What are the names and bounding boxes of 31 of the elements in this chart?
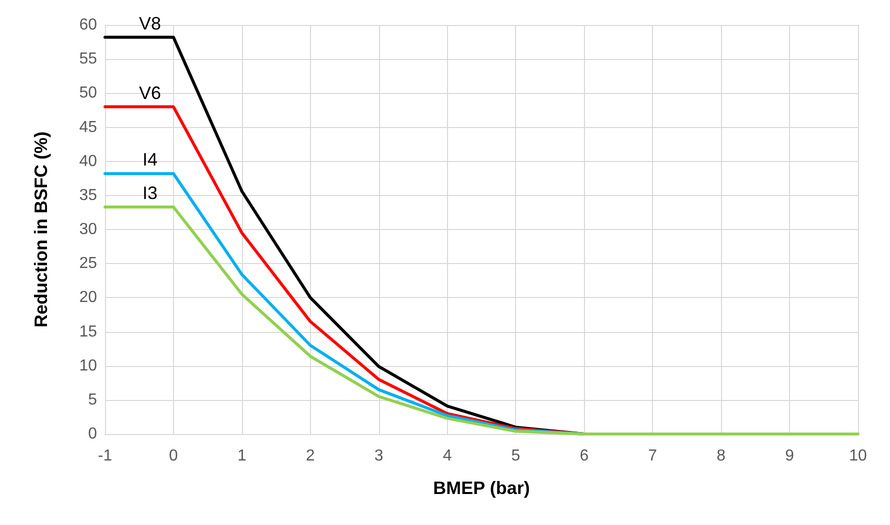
y-tick-label: 20 [79, 289, 98, 306]
x-tick-label: 5 [511, 448, 520, 464]
x-tick-label: 10 [849, 448, 867, 464]
y-tick-label: 25 [79, 255, 98, 272]
x-axis-title: BMEP (bar) [433, 478, 530, 498]
x-tick-label: 1 [237, 448, 246, 464]
x-tick-label: 4 [442, 448, 452, 464]
y-tick-label: 15 [79, 323, 98, 340]
y-tick-label: 40 [79, 152, 98, 170]
y-tick-label: 5 [88, 391, 98, 408]
x-tick-label: -1 [98, 448, 112, 464]
x-tick-label: 8 [716, 448, 726, 464]
x-tick-label: 2 [306, 448, 315, 464]
y-tick-label: 50 [79, 84, 98, 102]
y-tick-label: 35 [79, 186, 98, 204]
series-label: I3 [142, 183, 158, 204]
y-axis-title: Reduction in BSFC (%) [31, 132, 51, 328]
y-tick-label: 30 [79, 221, 98, 238]
x-tick-label: 9 [785, 448, 794, 464]
y-tick-label: 55 [79, 50, 98, 68]
series-label: I4 [142, 150, 158, 170]
x-tick-label: 6 [580, 448, 589, 464]
y-tick-label: 0 [88, 426, 98, 442]
x-tick-label: 7 [648, 448, 658, 464]
y-tick-label: 10 [79, 357, 98, 374]
y-tick-label: 60 [79, 16, 98, 34]
series-label: V8 [138, 13, 162, 34]
y-tick-label: 45 [79, 118, 98, 136]
x-tick-label: 3 [374, 448, 384, 464]
series-label: V6 [138, 82, 162, 103]
x-tick-label: 0 [169, 448, 178, 464]
